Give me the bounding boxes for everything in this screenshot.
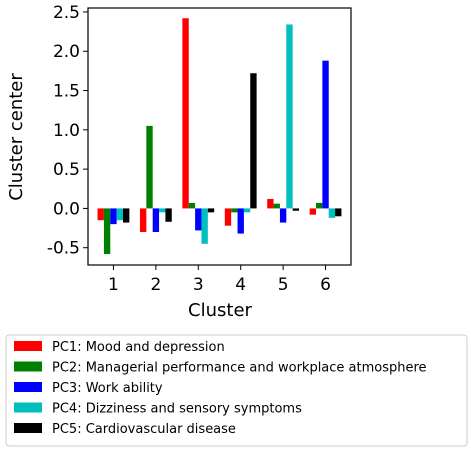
bar-series1-cluster1 — [97, 208, 104, 221]
bar-series2-cluster6 — [316, 202, 323, 209]
y-tick-label: 1.5 — [53, 82, 80, 102]
bar-series5-cluster2 — [165, 208, 172, 222]
bar-series2-cluster1 — [103, 208, 111, 254]
y-axis-title: Cluster center — [6, 73, 27, 201]
legend-swatch-series1 — [14, 341, 42, 351]
legend: PC1: Mood and depression PC2: Managerial … — [5, 334, 468, 447]
y-tick-label: -0.5 — [47, 239, 80, 259]
legend-label-series4: PC4: Dizziness and sensory symptoms — [52, 402, 302, 417]
bar-series1-cluster5 — [267, 198, 274, 209]
legend-label-series5: PC5: Cardiovascular disease — [52, 422, 236, 437]
bar-series5-cluster5 — [292, 208, 300, 211]
bar-series2-cluster5 — [273, 203, 280, 209]
x-tick-label: 4 — [235, 275, 246, 295]
bar-series5-cluster1 — [123, 208, 130, 223]
bar-series4-cluster1 — [116, 208, 123, 221]
bar-series2-cluster2 — [146, 125, 153, 209]
bar-series1-cluster3 — [182, 18, 189, 209]
bar-series1-cluster2 — [139, 208, 147, 232]
bar-series4-cluster6 — [328, 208, 336, 218]
legend-swatch-series4 — [14, 402, 42, 413]
bar-series4-cluster5 — [286, 24, 293, 209]
legend-swatch-series2 — [14, 361, 42, 372]
legend-label-series1: PC1: Mood and depression — [52, 340, 225, 355]
bar-series3-cluster1 — [110, 208, 117, 225]
y-tick-label: 0.5 — [53, 160, 80, 180]
x-tick-label: 2 — [150, 275, 161, 295]
bar-series5-cluster3 — [207, 208, 215, 213]
x-axis-title: Cluster — [188, 300, 252, 321]
y-tick-label: 2.5 — [53, 3, 80, 23]
bar-series1-cluster4 — [224, 208, 232, 226]
x-tick-label: 6 — [320, 275, 331, 295]
bar-series3-cluster4 — [237, 208, 244, 234]
bar-series3-cluster3 — [195, 208, 202, 231]
legend-swatch-series5 — [14, 423, 42, 433]
bars-group — [97, 18, 342, 254]
bar-series3-cluster5 — [279, 208, 287, 223]
x-tick-label: 1 — [108, 275, 119, 295]
legend-label-series3: PC3: Work ability — [52, 381, 163, 396]
bar-series3-cluster2 — [152, 208, 160, 232]
bar-series3-cluster6 — [322, 60, 329, 209]
bar-series4-cluster4 — [243, 208, 251, 213]
y-tick-label: 0.0 — [53, 199, 80, 219]
x-tick-label: 3 — [193, 275, 204, 295]
bar-series1-cluster6 — [309, 208, 316, 215]
x-tick-label: 5 — [278, 275, 289, 295]
y-axis-ticks: -0.5 0.0 0.5 1.0 1.5 2.0 2.5 — [47, 3, 88, 259]
legend-frame — [5, 334, 468, 447]
bar-series4-cluster3 — [201, 208, 208, 244]
x-axis-ticks: 1 2 3 4 5 6 — [108, 265, 331, 295]
bar-series2-cluster3 — [188, 202, 196, 209]
y-tick-label: 1.0 — [53, 121, 80, 141]
legend-label-series2: PC2: Managerial performance and workplac… — [52, 361, 427, 376]
y-tick-label: 2.0 — [53, 42, 80, 62]
bar-series5-cluster6 — [335, 208, 342, 217]
legend-swatch-series3 — [14, 382, 42, 392]
bar-series4-cluster2 — [159, 208, 166, 213]
bar-series2-cluster4 — [231, 208, 238, 213]
plot-frame — [87, 7, 352, 266]
bar-series5-cluster4 — [250, 73, 257, 209]
